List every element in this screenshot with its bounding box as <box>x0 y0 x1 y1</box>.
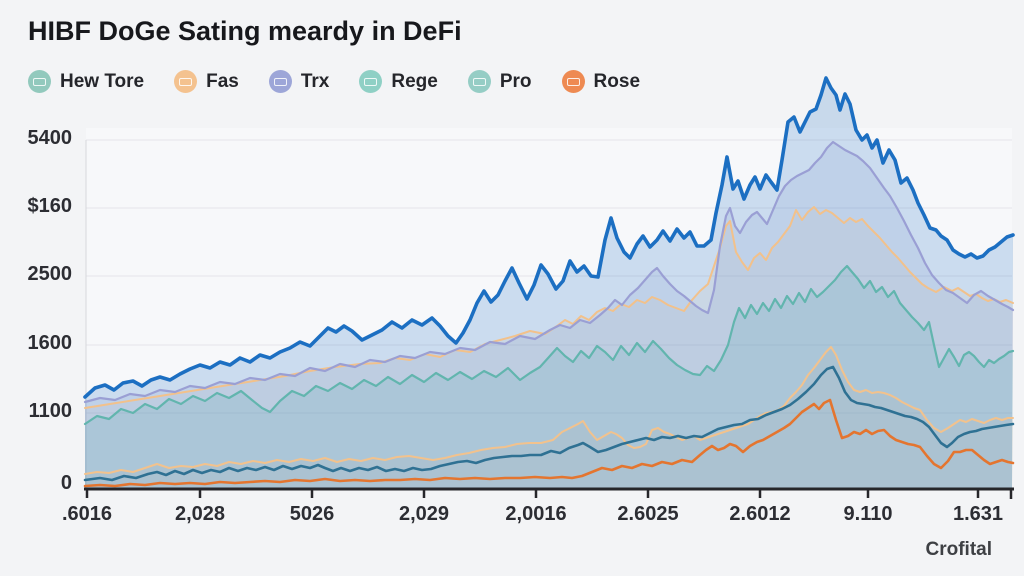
laptop-icon <box>472 78 486 86</box>
legend-label: Pro <box>499 70 532 92</box>
y-axis-tick-label: 1600 <box>27 332 73 354</box>
y-axis-tick-label: $160 <box>27 195 73 217</box>
y-axis-tick-label: 0 <box>60 472 72 494</box>
glasses-icon <box>566 78 580 86</box>
series-area-rege <box>85 266 1013 489</box>
legend-label: Trx <box>300 70 330 92</box>
x-axis-tick-label: 2.6012 <box>729 503 791 525</box>
legend-label: Rose <box>593 70 641 92</box>
x-axis-tick-label: 5026 <box>289 503 335 525</box>
legend-item-hew-tore[interactable]: Hew Tore <box>28 70 144 93</box>
scribble-icon <box>33 78 46 86</box>
legend-item-pro[interactable]: Pro <box>467 70 532 93</box>
legend-item-rose[interactable]: Rose <box>561 70 641 93</box>
scribble-icon <box>179 78 193 86</box>
series-area-fas <box>85 207 1013 489</box>
trx-swatch-icon <box>268 70 292 93</box>
x-axis-tick-label: 2,028 <box>174 503 226 525</box>
x-axis-tick-label: 1.631 <box>952 503 1004 525</box>
footer-watermark: Crofital <box>925 539 993 560</box>
series-line-rege <box>83 264 1015 426</box>
series-line-hew-tore <box>83 76 1015 399</box>
x-axis-tick-label: 2,0016 <box>505 503 567 525</box>
scribble-icon <box>273 78 287 86</box>
series-area-trx <box>85 142 1013 489</box>
x-axis-tick-label: 2.6025 <box>617 503 679 525</box>
legend-label: Hew Tore <box>60 70 145 92</box>
fas-swatch-icon <box>174 70 198 93</box>
scribble-icon <box>364 78 378 86</box>
chart-legend: Hew Tore Fas Trx Rege Pro Rose <box>28 70 640 93</box>
rose-swatch-icon <box>561 70 585 93</box>
series-area-fas-lower-band- <box>85 347 1013 489</box>
legend-item-trx[interactable]: Trx <box>268 70 330 93</box>
y-axis-tick-label: 1100 <box>28 400 72 422</box>
series-line-fas-lower-band- <box>84 346 1014 475</box>
rege-swatch-icon <box>359 70 383 93</box>
legend-label: Rege <box>391 70 438 92</box>
pro-swatch-icon <box>467 70 491 93</box>
x-axis-tick-label: 2,029 <box>398 503 450 525</box>
x-axis-tick-label: .6016 <box>61 503 113 525</box>
y-axis-tick-label: 5400 <box>27 127 73 149</box>
series-line-trx <box>83 140 1015 404</box>
page-title: HIBF DoGe Sating meardy in DeFi <box>28 16 462 46</box>
y-axis-tick-label: 2500 <box>27 263 73 285</box>
series-line-fas <box>84 206 1014 409</box>
legend-label: Fas <box>206 70 239 92</box>
x-axis-tick-label: 9.110 <box>843 503 893 525</box>
series-line-rose <box>83 398 1015 488</box>
hew-tore-swatch-icon <box>28 70 51 93</box>
legend-item-rege[interactable]: Rege <box>359 70 438 93</box>
series-line-pro <box>83 365 1015 482</box>
legend-item-fas[interactable]: Fas <box>174 70 239 93</box>
plot-area-background <box>86 128 1012 489</box>
